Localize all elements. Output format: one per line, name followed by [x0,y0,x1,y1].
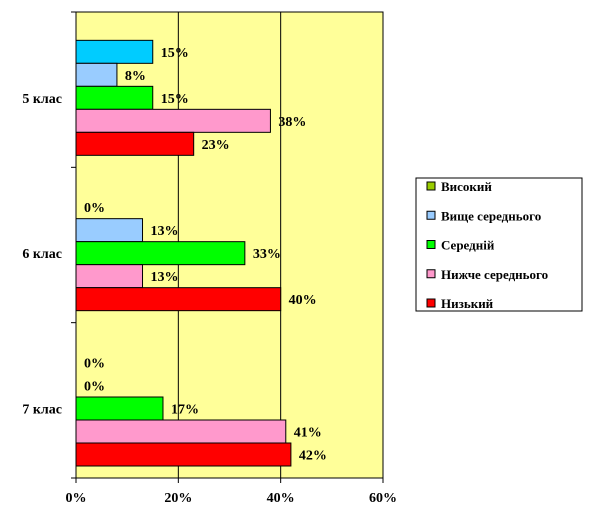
bar [75,62,118,87]
bar [75,396,164,421]
data-label: 15% [161,92,189,107]
data-labels: 15% 8% 15% 38% 23% 0% 13% 33% 13% 40% 0% 0% 17% 41% 42… [84,46,327,464]
data-label: 13% [151,224,179,239]
data-label: 0% [84,357,105,372]
bar [75,419,287,444]
bars [75,39,292,467]
data-label: 42% [299,449,327,464]
legend-swatch [426,298,436,308]
data-label: 17% [171,403,199,418]
bar [75,85,154,110]
legend-swatch [426,240,436,249]
bar [75,241,246,266]
legend-label: Вище середнього [441,208,541,223]
data-label: 15% [161,46,189,61]
category-label: 7 клас [22,403,62,418]
data-label: 8% [125,69,146,84]
data-label: 41% [294,426,322,441]
category-label: 6 клас [22,247,62,262]
bar [75,108,271,133]
data-label: 0% [84,380,105,395]
bar [75,218,144,243]
bar [75,131,195,156]
data-label: 40% [289,293,317,308]
data-label: 33% [253,247,281,262]
legend-swatch [426,181,436,191]
x-tick-label: 0% [66,491,87,506]
bar [75,39,154,64]
legend-box [415,177,583,312]
x-tick-label: 60% [369,491,397,506]
bar [75,442,292,467]
x-tick-label: 40% [267,491,295,506]
legend-label: Низький [441,296,494,311]
data-label: 38% [278,115,306,130]
axes: 0% 20% 40% 60% 5 клас 6 клас 7 клас [22,11,397,506]
category-label: 5 клас [22,92,62,107]
legend-swatch [426,269,436,279]
bar [75,287,282,312]
data-label: 23% [202,138,230,153]
data-label: 0% [84,201,105,216]
legend-swatch [426,210,436,220]
data-label: 13% [151,270,179,285]
x-tick-label: 20% [164,491,192,506]
legend: Високий Вище середнього Середній Нижче сере… [415,177,583,312]
legend-label: Високий [441,179,492,194]
legend-label: Нижче середнього [441,267,548,282]
legend-label: Середній [441,238,495,253]
bar [75,264,144,289]
